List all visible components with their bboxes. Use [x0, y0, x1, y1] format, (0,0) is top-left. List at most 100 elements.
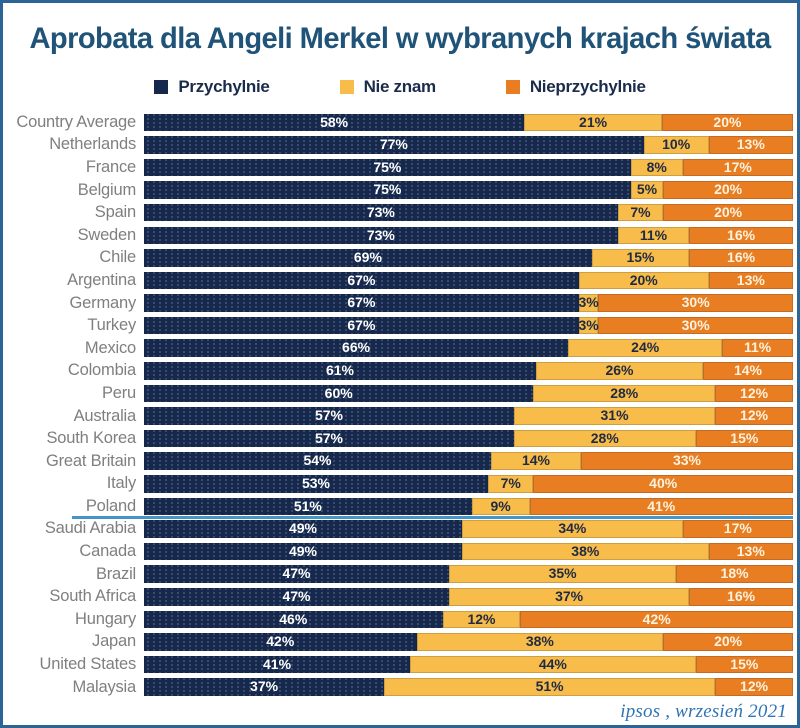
value-label: 73%	[366, 226, 395, 243]
page-title: Aprobata dla Angeli Merkel w wybranych k…	[29, 22, 771, 55]
value-label: 49%	[288, 542, 318, 559]
unfavorable-segment: 12%	[715, 384, 793, 403]
value-label: 51%	[535, 678, 564, 695]
value-label: 24%	[631, 339, 660, 356]
bar-row: Malaysia 37% 51% 12%	[3, 676, 793, 699]
value-label: 67%	[347, 271, 376, 288]
unfavorable-segment: 17%	[682, 520, 793, 538]
favorable-segment: 73%	[144, 226, 618, 245]
unfavorable-segment: 16%	[689, 249, 793, 267]
unfavorable-segment: 13%	[708, 136, 793, 154]
bar-rows: Country Average 58% 21% 20% Netherlands 77% 10…	[3, 111, 797, 698]
dont-know-segment: 21%	[524, 113, 662, 132]
value-label: 40%	[649, 475, 678, 492]
dont-know-segment: 3%	[578, 294, 599, 312]
favorable-segment: 61%	[144, 362, 536, 380]
value-label: 16%	[727, 226, 756, 243]
bar-row: Canada 49% 38% 13%	[3, 540, 793, 563]
country-label: Spain	[94, 203, 136, 222]
country-label: Canada	[79, 542, 136, 561]
dont-know-segment: 5%	[630, 181, 664, 199]
value-label: 60%	[324, 384, 353, 401]
unfavorable-segment: 20%	[663, 181, 793, 199]
value-label: 3%	[578, 316, 599, 333]
value-label: 49%	[288, 520, 318, 537]
dont-know-segment: 12%	[442, 610, 521, 629]
bar-row: Sweden 73% 11% 16%	[3, 224, 793, 247]
dont-know-segment: 14%	[490, 452, 581, 470]
value-label: 11%	[744, 339, 772, 356]
bar-row: Saudi Arabia 49% 34% 17%	[3, 518, 793, 541]
favorable-swatch-icon	[154, 80, 169, 94]
bar-row: United States 41% 44% 15%	[3, 653, 793, 676]
stacked-bar: 69% 15% 16%	[144, 249, 793, 267]
value-label: 66%	[342, 339, 371, 356]
country-label: Turkey	[87, 316, 136, 335]
country-label: Australia	[73, 406, 137, 425]
dont-know-segment: 35%	[449, 565, 677, 583]
country-label: Japan	[92, 632, 136, 651]
stacked-bar: 54% 14% 33%	[144, 452, 793, 470]
value-label: 13%	[736, 542, 765, 559]
unfavorable-segment: 14%	[703, 362, 793, 380]
value-label: 7%	[500, 475, 521, 492]
stacked-bar: 73% 7% 20%	[144, 203, 793, 222]
value-label: 46%	[279, 610, 308, 627]
unfavorable-segment: 15%	[695, 429, 793, 448]
value-label: 75%	[373, 158, 402, 175]
unfavorable-swatch-icon	[505, 80, 520, 94]
legend-item-unfavorable: Nieprzychylnie	[505, 77, 646, 97]
unfavorable-segment: 16%	[689, 226, 793, 245]
value-label: 9%	[490, 497, 511, 514]
country-label: Chile	[99, 248, 136, 267]
value-label: 54%	[303, 452, 332, 469]
value-label: 15%	[730, 429, 759, 446]
bar-row: Spain 73% 7% 20%	[3, 201, 793, 224]
favorable-segment: 53%	[144, 475, 488, 493]
value-label: 21%	[579, 113, 608, 130]
value-label: 13%	[736, 136, 765, 153]
stacked-bar: 46% 12% 42%	[144, 610, 793, 629]
favorable-segment: 49%	[144, 520, 462, 538]
legend-label: Przychylnie	[178, 77, 270, 96]
bar-row: Great Britain 54% 14% 33%	[3, 450, 793, 473]
bar-row: Country Average 58% 21% 20%	[3, 111, 793, 134]
value-label: 61%	[325, 362, 354, 379]
unfavorable-segment: 41%	[529, 497, 793, 516]
favorable-segment: 75%	[144, 158, 631, 177]
value-label: 11%	[639, 226, 668, 243]
country-label: Hungary	[75, 609, 136, 628]
favorable-segment: 47%	[144, 565, 450, 583]
country-label: Great Britain	[45, 451, 136, 470]
value-label: 12%	[740, 384, 769, 401]
value-label: 77%	[379, 136, 408, 153]
stacked-bar: 67% 20% 13%	[144, 271, 793, 290]
dont-know-segment: 20%	[578, 271, 709, 290]
value-label: 15%	[730, 655, 759, 672]
value-label: 13%	[736, 271, 765, 288]
country-label: South Korea	[46, 429, 136, 448]
value-label: 47%	[282, 588, 311, 605]
favorable-segment: 51%	[144, 497, 472, 516]
header: Aprobata dla Angeli Merkel w wybranych k…	[9, 17, 791, 61]
bar-row: Hungary 46% 12% 42%	[3, 608, 793, 631]
favorable-segment: 54%	[144, 452, 491, 470]
unfavorable-segment: 13%	[708, 271, 793, 290]
value-label: 67%	[347, 316, 376, 333]
value-label: 42%	[642, 610, 671, 627]
stacked-bar: 37% 51% 12%	[144, 678, 793, 696]
dont-know-segment: 11%	[617, 226, 690, 245]
stacked-bar: 51% 9% 41%	[144, 497, 793, 516]
value-label: 37%	[250, 678, 279, 695]
dont-know-segment: 28%	[533, 384, 716, 403]
dont-know-segment: 8%	[630, 158, 683, 177]
value-label: 67%	[347, 294, 376, 311]
value-label: 17%	[723, 520, 752, 537]
bar-row: Belgium 75% 5% 20%	[3, 179, 793, 202]
value-label: 75%	[373, 181, 402, 198]
country-label: Peru	[101, 383, 136, 402]
value-label: 5%	[636, 181, 658, 198]
legend: Przychylnie Nie znam Nieprzychylnie	[3, 75, 797, 99]
bar-row: Chile 69% 15% 16%	[3, 247, 793, 270]
stacked-bar: 66% 24% 11%	[144, 339, 793, 357]
